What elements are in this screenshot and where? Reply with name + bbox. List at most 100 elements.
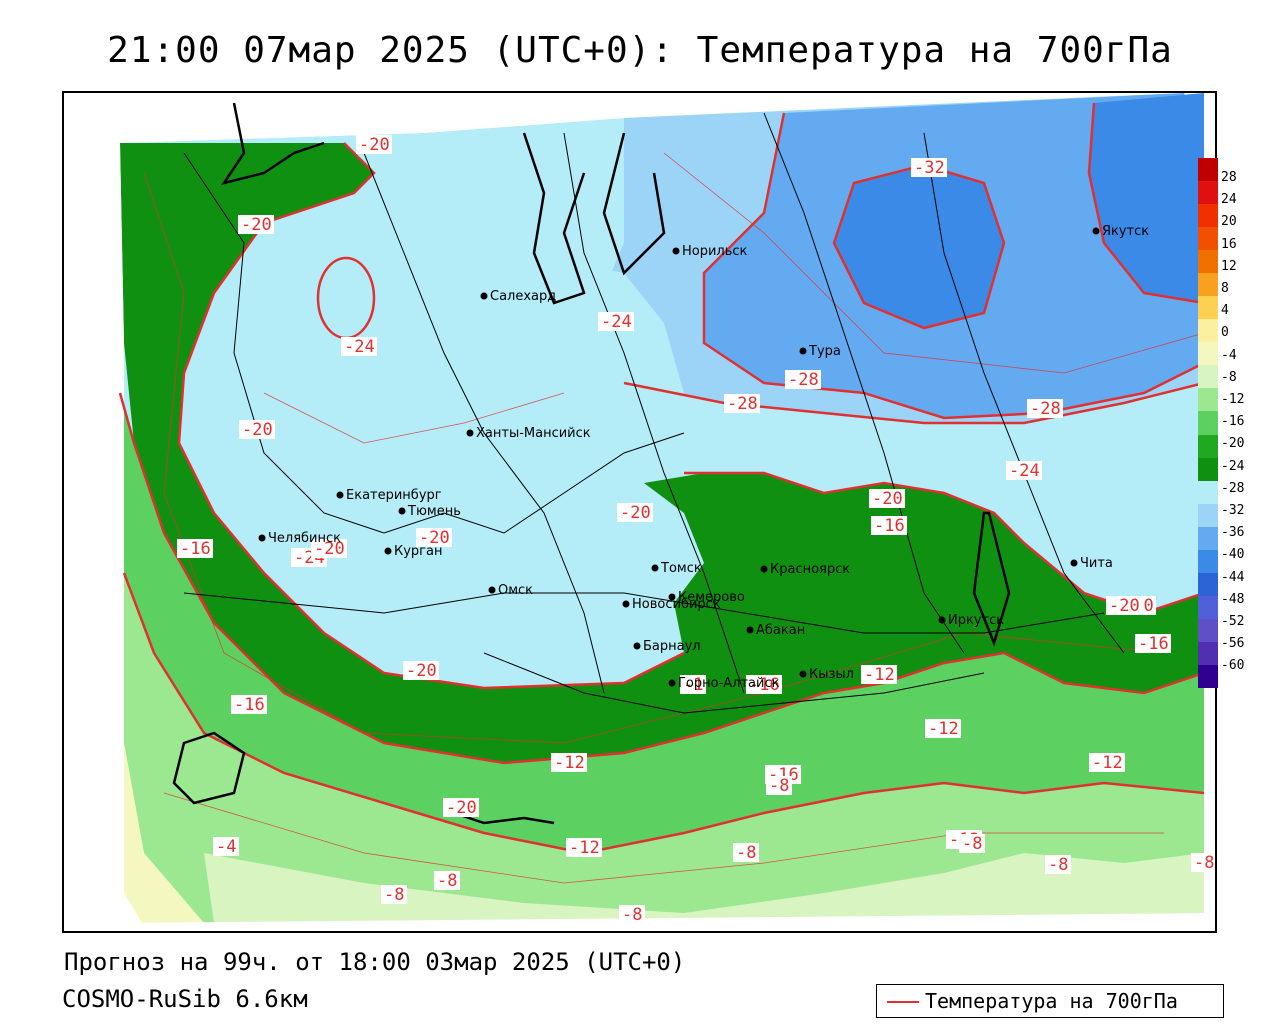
city-label: Якутск <box>1102 224 1149 239</box>
city-marker <box>760 565 768 573</box>
city-label: Новосибирск <box>632 597 721 612</box>
contour-label: -28 <box>1030 399 1061 419</box>
colorbar-swatch <box>1198 641 1218 665</box>
model-name: COSMO-RuSib 6.6км <box>62 985 308 1013</box>
colorbar-tick-label: -40 <box>1221 547 1245 563</box>
contour-label-bg <box>724 394 760 413</box>
city-marker <box>336 491 344 499</box>
contour-label: -20 <box>872 489 903 509</box>
contour-label-bg <box>861 665 897 684</box>
contour-label: -8 <box>1048 855 1068 875</box>
contour-label-bg <box>1006 461 1042 480</box>
contour-label: -32 <box>914 158 945 178</box>
colorbar-swatch <box>1198 250 1218 274</box>
contour-label-bg <box>733 843 759 862</box>
contour-label: -1 <box>683 675 703 695</box>
colorbar-swatch <box>1198 526 1218 550</box>
colorbar-swatch <box>1198 204 1218 228</box>
contour-label: -16 <box>180 539 211 559</box>
colorbar-swatch <box>1198 342 1218 366</box>
contour-label-bg <box>1089 753 1125 772</box>
colorbar-swatch <box>1198 503 1218 527</box>
colorbar-swatch <box>1198 480 1218 504</box>
contour-label-bg <box>680 675 706 694</box>
city-marker <box>384 547 392 555</box>
contour-label: -24 <box>344 337 375 357</box>
city-marker <box>668 679 676 687</box>
city-label: Томск <box>660 561 702 576</box>
colorbar-swatch <box>1198 319 1218 343</box>
contour-label-bg <box>238 215 274 234</box>
colorbar-tick-label: -16 <box>1221 414 1245 430</box>
colorbar-swatch <box>1198 273 1218 297</box>
contour-label-bg <box>403 661 439 680</box>
city-marker <box>651 564 659 572</box>
contour-label-bg <box>434 871 460 890</box>
legend-line-swatch <box>887 1001 919 1003</box>
city-marker <box>799 670 807 678</box>
city-marker <box>746 626 754 634</box>
colorbar-tick-label: 28 <box>1221 170 1237 185</box>
city-label: Абакан <box>756 623 805 638</box>
colorbar-swatch <box>1198 158 1218 182</box>
contour-label-bg <box>869 489 905 508</box>
contour-label-bg <box>416 528 452 547</box>
colorbar-tick-label: 24 <box>1221 192 1237 208</box>
contour-label-layer: -20-20-24-24-28-28-32-28-24-24-20-20-20-… <box>177 135 1215 925</box>
contour-label: -20 <box>314 539 345 559</box>
contour-label-bg <box>785 370 821 389</box>
contour-label: -12 <box>928 719 959 739</box>
city-label: Курган <box>394 544 442 559</box>
contour-label: -12 <box>1092 753 1123 773</box>
colorbar-swatch <box>1198 296 1218 320</box>
colorbar-tick-label: -60 <box>1221 658 1245 674</box>
colorbar <box>1198 158 1218 688</box>
colorbar-tick-label: -24 <box>1221 458 1245 474</box>
city-label: Иркутск <box>948 613 1004 628</box>
city-marker <box>672 247 680 255</box>
city-label: Тура <box>808 344 841 359</box>
contour-label-bg <box>746 675 782 694</box>
map-title: 21:00 07мар 2025 (UTC+0): Температура на… <box>107 30 1173 71</box>
colorbar-swatch <box>1198 388 1218 412</box>
city-label: Горно-Алтайск <box>678 676 780 691</box>
contour-label: -24 <box>1009 461 1040 481</box>
city-label: Кызыл <box>809 667 854 682</box>
colorbar-tick-label: 20 <box>1221 214 1237 230</box>
contour-label-bg <box>925 719 961 738</box>
city-label: Чита <box>1080 556 1113 571</box>
contour-label: -16 <box>234 695 265 715</box>
city-label: Екатеринбург <box>346 488 442 503</box>
colorbar-swatch <box>1198 457 1218 481</box>
city-marker <box>799 347 807 355</box>
legend-label: Температура на 700гПа <box>925 989 1178 1013</box>
city-marker <box>668 593 676 601</box>
contour-label-bg <box>619 905 645 924</box>
contour-label-bg <box>381 885 407 904</box>
colorbar-swatch <box>1198 411 1218 435</box>
legend: Температура на 700гПа <box>876 984 1224 1018</box>
contour-label: -8 <box>1194 853 1214 873</box>
contour-label: -28 <box>727 394 758 414</box>
city-marker <box>398 507 406 515</box>
city-label: Омск <box>498 583 533 598</box>
city-label: Норильск <box>682 244 748 259</box>
temperature-map <box>64 93 1215 931</box>
colorbar-tick-label: -52 <box>1221 614 1245 629</box>
colorbar-tick-label: -32 <box>1221 503 1245 518</box>
contour-label-bg <box>551 753 587 772</box>
city-label: Барнаул <box>643 639 701 654</box>
colorbar-swatch <box>1198 618 1218 642</box>
colorbar-tick-label: 16 <box>1221 236 1237 252</box>
colorbar-tick-label: -28 <box>1221 480 1245 496</box>
contour-label-bg <box>566 838 602 857</box>
contour-label: -12 <box>554 753 585 773</box>
colorbar-swatch <box>1198 365 1218 389</box>
colorbar-tick-label: -12 <box>1221 392 1245 407</box>
colorbar-tick-label: -8 <box>1221 369 1237 385</box>
contour-label: -16 <box>1138 634 1169 654</box>
city-marker <box>633 642 641 650</box>
colorbar-swatch <box>1198 227 1218 251</box>
colorbar-tick-label: 12 <box>1221 258 1237 274</box>
city-label: Челябинск <box>268 531 341 546</box>
